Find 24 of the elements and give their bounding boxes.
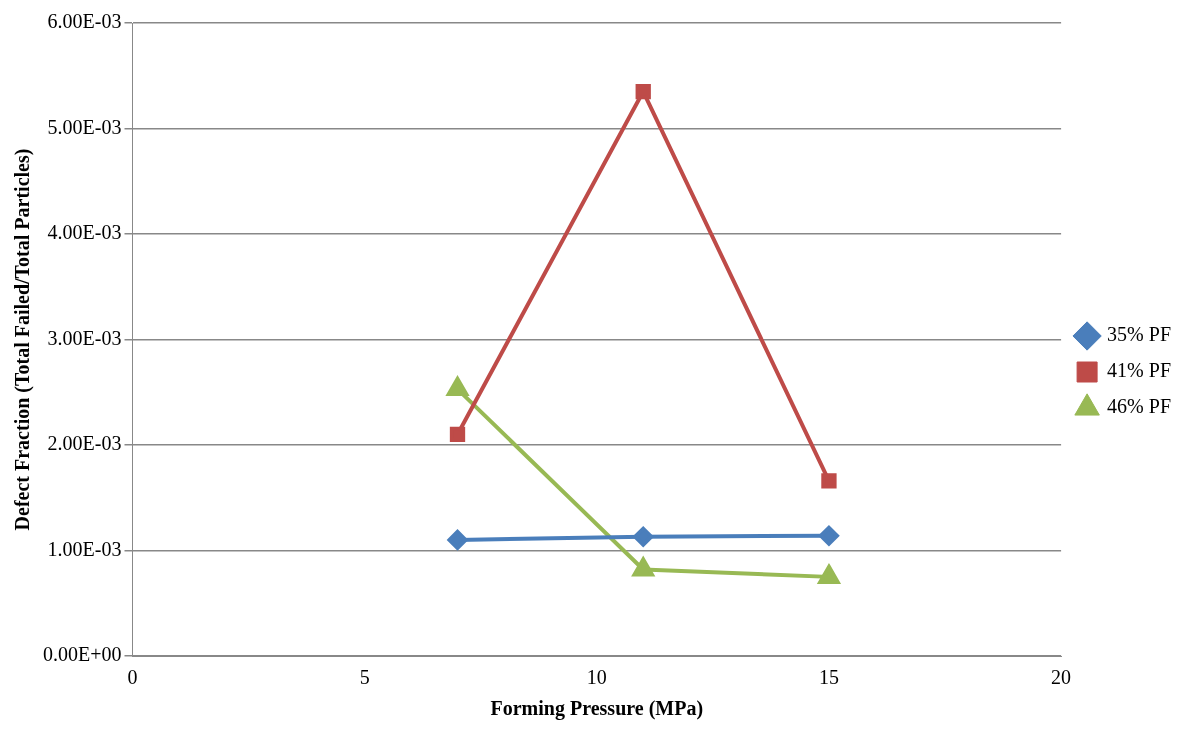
point: [821, 473, 837, 489]
point: [449, 426, 466, 443]
x-tick-label: 10: [586, 666, 607, 689]
x-tick-label: 15: [818, 666, 839, 689]
x-tick-label: 5: [359, 666, 370, 689]
point: [633, 526, 654, 547]
y-tick-label: 5.00E-03: [47, 115, 122, 138]
point: [446, 377, 469, 397]
x-tick-label: 0: [127, 666, 138, 689]
point: [635, 83, 651, 100]
x-tick-label: 20: [1051, 666, 1072, 689]
y-tick-label: 4.00E-03: [47, 221, 122, 244]
legend-label: 46% PF: [1107, 395, 1171, 418]
y-tick-label: 3.00E-03: [47, 326, 122, 349]
point: [447, 529, 468, 550]
y-axis-title: Defect Fraction (Total Failed/Total Particles): [11, 148, 35, 531]
point: [818, 525, 839, 546]
legend-label: 35% PF: [1107, 323, 1171, 346]
x-axis-title: Forming Pressure (MPa): [490, 697, 704, 721]
legend-label: 41% PF: [1107, 359, 1171, 382]
y-tick-label: 2.00E-03: [47, 432, 122, 455]
y-tick-label: 0.00E+00: [43, 643, 122, 666]
y-tick-label: 1.00E-03: [47, 537, 122, 560]
y-tick-label: 6.00E-03: [47, 10, 122, 33]
